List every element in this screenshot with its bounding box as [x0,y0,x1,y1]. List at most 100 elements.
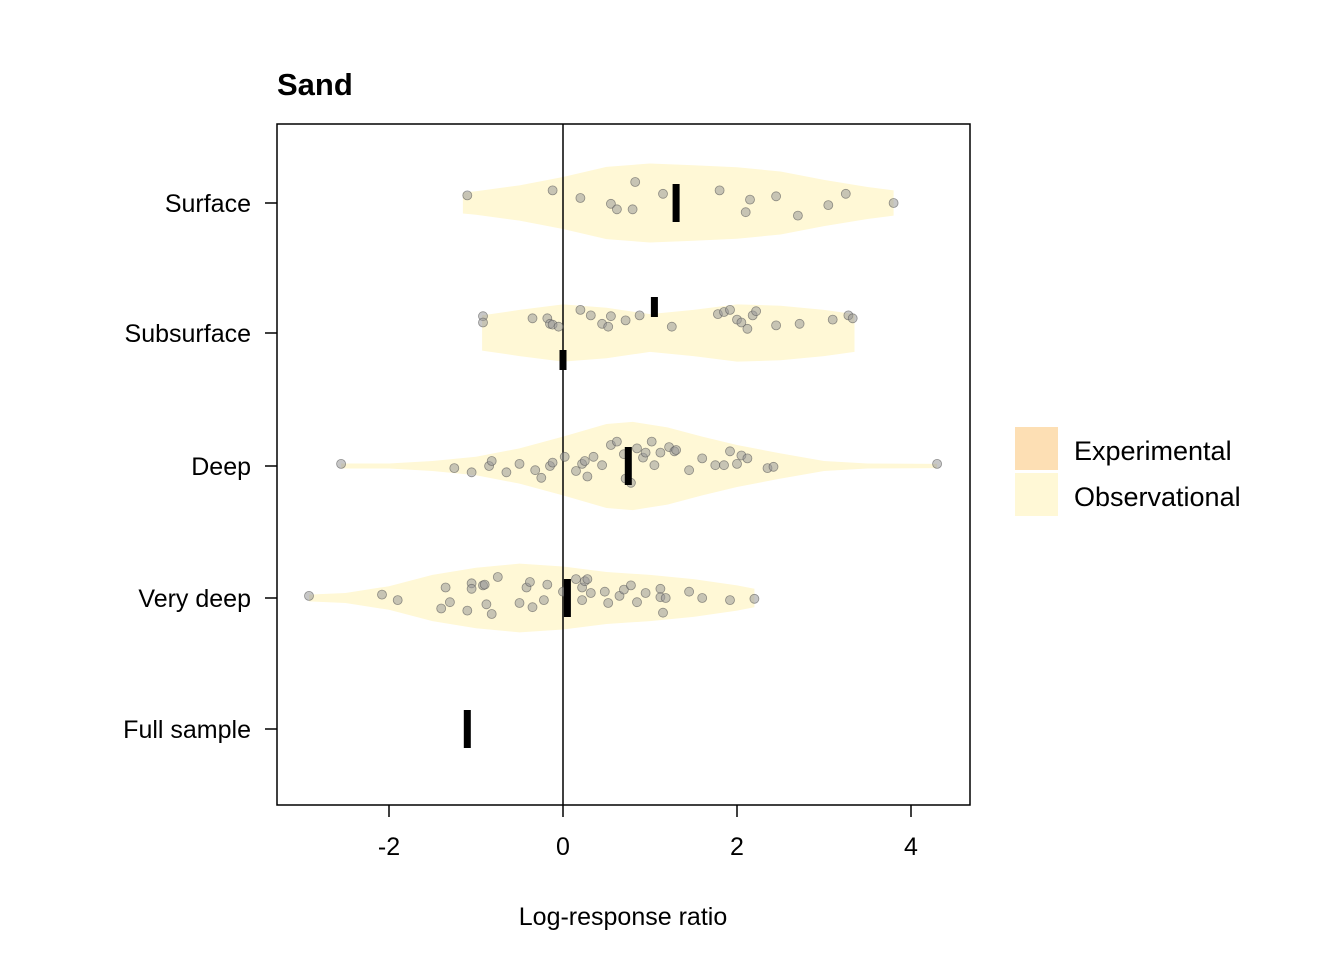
data-point [640,447,651,458]
data-point [559,451,570,462]
data-point [449,463,460,474]
data-point [632,443,642,454]
data-point [478,317,488,328]
chart-title: Sand [277,67,353,102]
y-tick-label: Subsurface [125,320,251,348]
x-axis: -2 0 2 4 [378,805,918,861]
data-point [626,580,636,591]
data-point [547,185,558,196]
x-tick-label: 2 [730,833,744,861]
data-point [501,467,512,478]
data-point [749,593,760,604]
median-marker [624,447,632,485]
data-point [527,313,538,324]
data-point [840,188,851,199]
data-point [436,603,447,614]
data-point [336,458,347,469]
data-point [525,577,535,587]
data-point [582,471,593,482]
data-point [697,453,708,464]
data-point [539,595,549,605]
x-axis-title: Log-response ratio [519,903,727,931]
data-point [597,460,607,471]
data-point [588,451,599,462]
data-point [655,583,666,594]
data-point [444,597,455,608]
y-tick-label: Surface [165,190,251,218]
data-point [603,598,614,608]
data-point [571,574,581,584]
data-point [742,453,753,464]
data-point [582,574,593,584]
data-point [658,188,668,199]
data-point [736,317,747,328]
data-point [579,456,590,466]
data-point [603,321,614,332]
data-point [793,210,803,221]
x-tick-label: 0 [556,833,570,861]
data-point [577,595,587,605]
data-point [571,466,581,476]
data-point [684,465,694,476]
data-point [888,198,899,208]
data-point [771,320,781,331]
data-point [684,586,694,597]
data-point [304,591,314,601]
data-point [606,311,616,322]
data-point [751,306,761,317]
data-point [440,582,451,593]
data-point [575,304,586,315]
legend-label: Experimental [1074,436,1232,466]
data-point [714,185,725,196]
y-tick-label: Full sample [123,716,251,744]
data-point [725,595,735,605]
data-point [466,583,477,594]
data-point [847,313,858,324]
data-point [658,607,668,618]
data-point [745,194,755,205]
data-point [547,457,558,468]
data-point [649,460,660,471]
data-point [392,595,403,605]
data-point [377,589,387,600]
data-point [462,605,473,616]
legend-swatch [1015,427,1058,470]
data-point [768,461,779,472]
data-point [627,204,638,215]
data-point [486,609,497,619]
data-point [530,465,541,476]
data-point [536,472,547,483]
y-tick-label: Very deep [138,585,251,613]
data-point [612,436,622,447]
data-point [740,207,751,218]
median-marker [672,184,680,222]
violin-subsurface [482,304,855,362]
data-point [612,204,622,215]
data-point [697,593,708,603]
data-point [527,602,538,613]
plot-area [304,124,942,805]
data-point [823,200,834,211]
data-point [481,599,492,610]
data-point [466,467,477,478]
y-axis: Surface Subsurface Deep Very deep Full sampl… [123,190,277,744]
legend-swatch [1015,473,1058,516]
data-point [725,304,735,315]
plot-frame [276,123,971,806]
data-point [462,190,473,201]
violin-very-deep [309,563,755,633]
data-point [794,318,805,329]
data-point [514,598,525,608]
data-point [710,460,721,471]
data-point [655,447,666,458]
data-point [479,579,490,590]
data-point [640,588,651,598]
x-tick-label: -2 [378,833,400,861]
data-point [742,323,753,334]
data-point [719,460,729,471]
data-point [666,321,677,332]
median-marker [463,710,471,748]
data-point [620,315,631,326]
legend-label: Observational [1074,482,1241,512]
